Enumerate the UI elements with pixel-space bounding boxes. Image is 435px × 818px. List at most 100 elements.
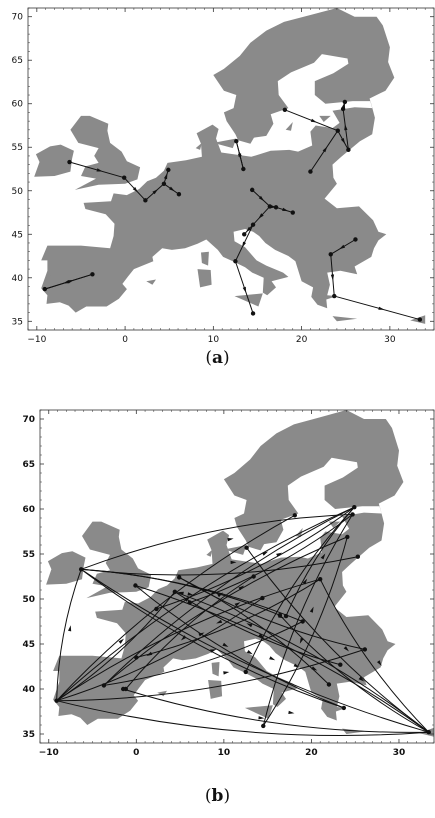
- y-tick-label: 60: [12, 100, 24, 110]
- route-arrow: [180, 635, 187, 641]
- route-arrow: [339, 244, 346, 250]
- route-segment: [334, 295, 421, 321]
- route-segment: [56, 514, 296, 702]
- route-arrow: [238, 150, 242, 157]
- route-arrow: [242, 286, 247, 293]
- route-arrow: [282, 207, 289, 212]
- y-tick-label: 65: [22, 460, 35, 470]
- city-point: [332, 293, 337, 299]
- route-arrow: [63, 280, 70, 284]
- land-island-8: [195, 142, 202, 150]
- x-tick-label: 30: [393, 748, 406, 758]
- city-point: [292, 513, 297, 518]
- route-segment: [123, 688, 429, 733]
- city-point: [234, 138, 239, 144]
- city-point: [176, 192, 182, 197]
- route-arrow: [96, 168, 103, 172]
- route-segment: [135, 585, 345, 709]
- route-segment: [56, 597, 263, 702]
- city-point: [290, 210, 295, 215]
- x-tick-label: 10: [208, 335, 220, 345]
- city-point: [283, 613, 289, 619]
- city-point: [342, 99, 348, 105]
- x-tick-label: 30: [384, 335, 396, 345]
- city-point: [417, 317, 423, 322]
- route-segment: [262, 536, 348, 727]
- y-tick-label: 50: [12, 187, 24, 197]
- city-point: [90, 272, 95, 277]
- land-island-0: [70, 115, 141, 190]
- city-point: [120, 686, 126, 692]
- map-chart-a: −10 0 10 20 30 35 40 45 50 55 60 65 70: [12, 7, 435, 345]
- route-arrow: [227, 538, 234, 542]
- route-arrow: [132, 187, 138, 193]
- city-point: [267, 204, 273, 209]
- route-arrow: [258, 716, 265, 720]
- land-island-2: [208, 680, 223, 699]
- route-arrow: [246, 226, 252, 233]
- city-point: [251, 574, 256, 579]
- city-point: [326, 682, 332, 687]
- city-point: [355, 554, 361, 559]
- city-point: [67, 159, 72, 165]
- route-arrow: [302, 578, 308, 585]
- city-point: [177, 575, 182, 580]
- route-arrow: [216, 619, 223, 624]
- route-arrow: [269, 656, 276, 661]
- route-arrow: [223, 671, 230, 675]
- map-chart-b: −10 0 10 20 30 35 40 45 50 55 60 65 70: [22, 409, 435, 758]
- city-point: [78, 567, 84, 572]
- city-point: [273, 205, 279, 210]
- route-arrow: [262, 551, 269, 556]
- land-island-12: [48, 261, 56, 278]
- city-point: [187, 600, 192, 605]
- route-segment: [125, 576, 254, 690]
- y-tick-label: 45: [12, 230, 23, 240]
- y-tick-label: 55: [22, 550, 35, 560]
- route-segment: [246, 547, 430, 733]
- y-tick-label: 60: [22, 505, 35, 515]
- route-arrow: [246, 623, 253, 628]
- route-arrow: [340, 138, 346, 144]
- city-point: [340, 106, 346, 112]
- city-point: [243, 669, 248, 675]
- city-point: [143, 198, 148, 203]
- route-arrow: [210, 649, 217, 653]
- city-point: [249, 187, 255, 193]
- route-arrow: [299, 637, 304, 644]
- map-panel-a: −10 0 10 20 30 35 40 45 50 55 60 65 70 (a): [0, 0, 435, 375]
- land-mass: [41, 8, 395, 313]
- route-segment: [178, 576, 365, 650]
- route-arrow: [68, 625, 72, 632]
- land-island-1: [34, 144, 74, 177]
- route-arrow: [152, 189, 158, 195]
- land-island-10: [285, 122, 293, 131]
- route-segment: [69, 161, 125, 179]
- city-point: [250, 311, 256, 316]
- route-segment: [136, 578, 321, 658]
- x-tick-label: 10: [218, 748, 231, 758]
- city-point: [328, 252, 333, 257]
- route-segment: [245, 506, 355, 673]
- route-segment: [80, 568, 344, 709]
- city-point: [42, 286, 47, 292]
- route-arrow: [163, 173, 168, 180]
- city-point: [161, 181, 167, 186]
- map-panel-b: −10 0 10 20 30 35 40 45 50 55 60 65 70 (b): [0, 405, 435, 815]
- y-tick-label: 35: [22, 730, 35, 740]
- y-tick-label: 40: [22, 685, 35, 695]
- route-arrow: [230, 560, 237, 565]
- route-segment: [174, 591, 430, 733]
- route-segment: [284, 109, 338, 132]
- route-segment: [285, 506, 355, 617]
- route-arrow: [322, 146, 328, 153]
- city-point: [260, 595, 265, 601]
- city-point: [345, 534, 350, 540]
- route-segment: [262, 514, 353, 727]
- land-island-12: [60, 671, 68, 689]
- route-arrow: [378, 306, 385, 310]
- city-point: [241, 166, 246, 172]
- caption-b: (b): [204, 786, 231, 806]
- city-point: [242, 232, 247, 237]
- land-island-7: [146, 279, 156, 285]
